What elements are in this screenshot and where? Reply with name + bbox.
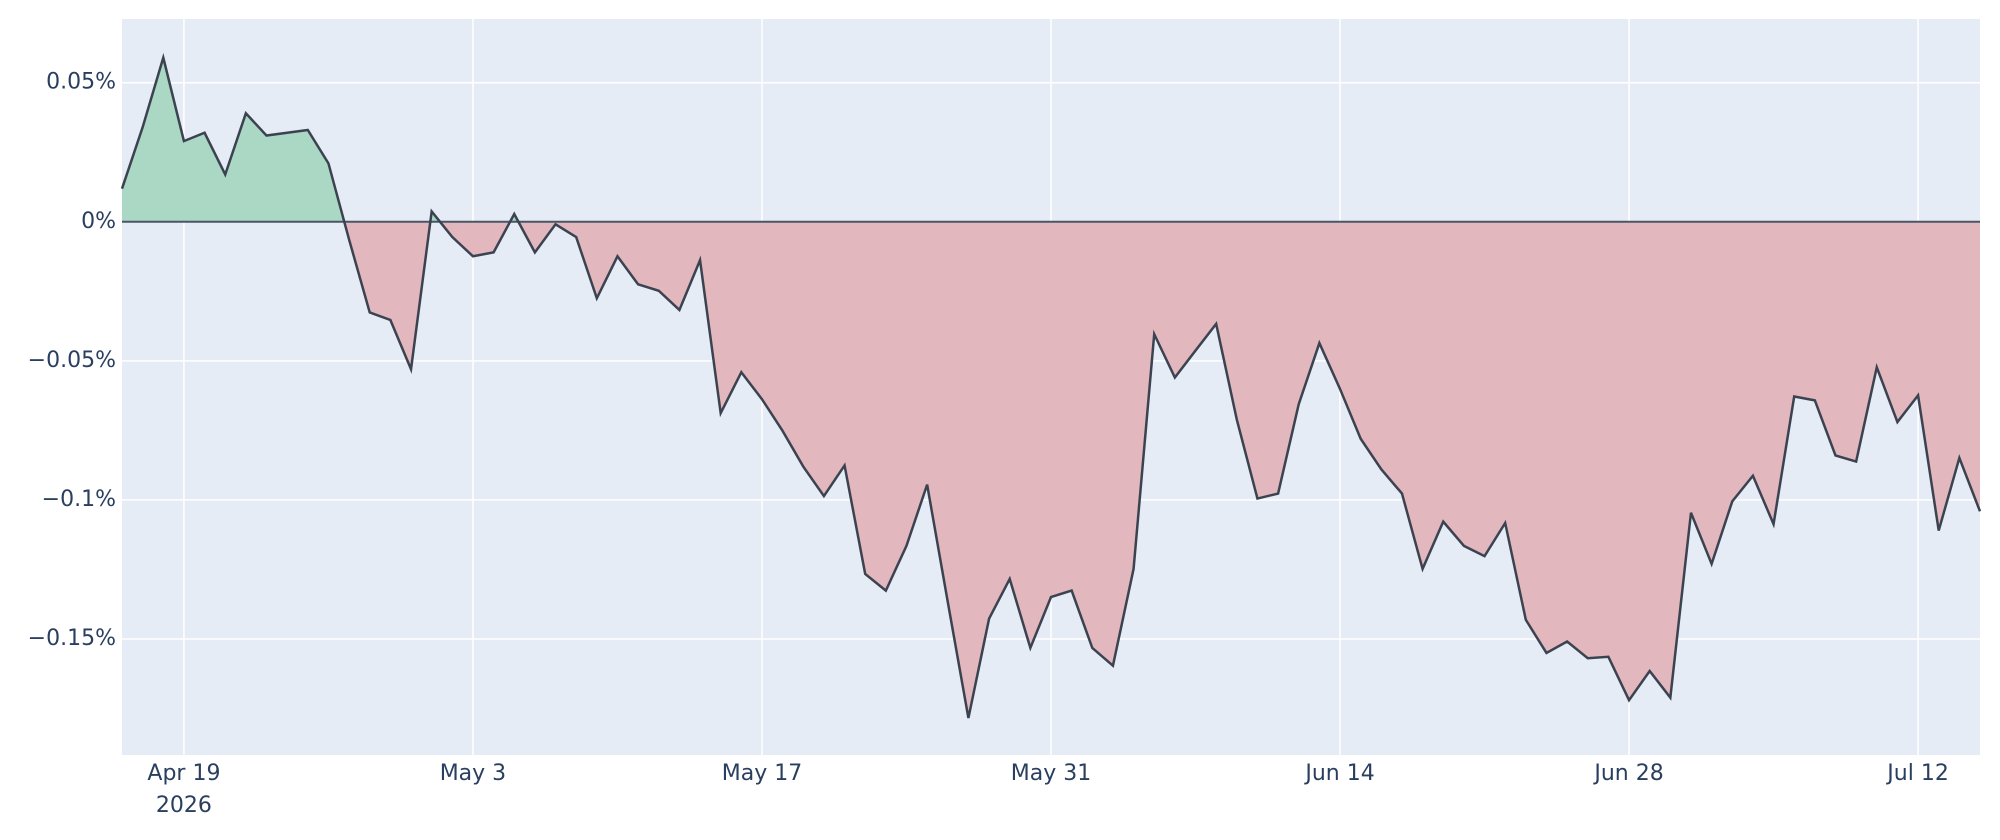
x-tick-label: May 17 [722, 761, 802, 786]
y-tick-label: 0.05% [46, 70, 116, 95]
x-tick-label: Jun 14 [1303, 761, 1374, 786]
y-tick-label: −0.1% [42, 487, 116, 512]
y-tick-label: −0.15% [28, 626, 116, 651]
line [120, 52, 1982, 719]
x-tick-label: May 31 [1011, 761, 1091, 786]
x-tick-sublabel: 2026 [156, 793, 212, 818]
x-tick-label: Jun 28 [1592, 761, 1663, 786]
y-tick-label: −0.05% [28, 348, 116, 373]
positive-area [122, 57, 519, 222]
x-tick-label: Jul 12 [1885, 761, 1949, 786]
negative-area [122, 221, 1980, 719]
x-tick-label: May 3 [440, 761, 506, 786]
y-tick-label: 0% [81, 209, 116, 234]
x-tick-label: Apr 19 [147, 761, 220, 786]
